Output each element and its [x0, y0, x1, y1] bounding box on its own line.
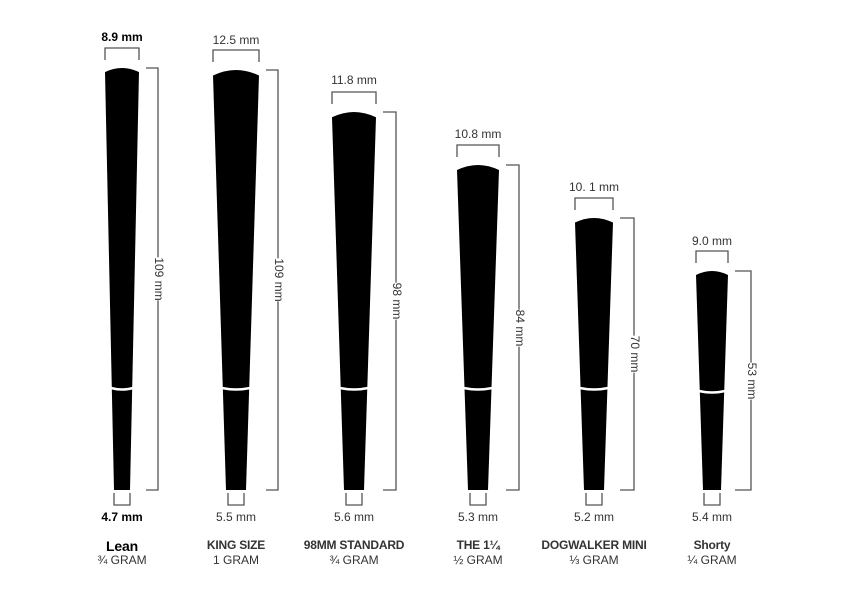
tip-diameter-bracket-2	[345, 493, 363, 506]
tip-diameter-label: 5.4 mm	[691, 510, 733, 524]
length-label: 109 mm	[270, 258, 288, 302]
cone-0	[105, 68, 139, 490]
tip-diameter-label: 5.6 mm	[333, 510, 375, 524]
cone-1	[213, 70, 259, 490]
top-diameter-bracket-5	[695, 250, 729, 263]
tip-diameter-label: 4.7 mm	[101, 510, 143, 524]
length-label: 109 mm	[150, 257, 168, 301]
cone-band-3	[463, 386, 493, 391]
cone-weight: ¾ GRAM	[329, 553, 379, 567]
top-diameter-label: 9.0 mm	[691, 234, 733, 248]
top-diameter-label: 10. 1 mm	[568, 180, 620, 194]
tip-diameter-bracket-0	[113, 493, 131, 506]
tip-diameter-label: 5.5 mm	[215, 510, 257, 524]
tip-diameter-bracket-1	[227, 493, 245, 506]
tip-diameter-bracket-5	[703, 493, 721, 506]
cone-band-5	[698, 389, 726, 394]
cone-weight: ¼ GRAM	[687, 553, 737, 567]
top-diameter-bracket-0	[104, 47, 140, 60]
top-diameter-bracket-3	[456, 144, 500, 157]
cone-5	[696, 271, 728, 490]
tip-diameter-bracket-3	[469, 493, 487, 506]
cone-band-0	[110, 386, 134, 391]
length-label: 98 mm	[388, 282, 406, 320]
cone-2	[332, 112, 376, 490]
cone-weight: 1 GRAM	[212, 553, 260, 567]
cone-name: THE 1¼	[456, 538, 500, 552]
cone-weight: ⅓ GRAM	[569, 553, 619, 567]
tip-diameter-bracket-4	[585, 493, 603, 506]
cone-band-1	[221, 386, 251, 391]
cone-name: 98MM STANDARD	[303, 538, 405, 552]
top-diameter-label: 10.8 mm	[454, 127, 502, 141]
cone-weight: ½ GRAM	[453, 553, 503, 567]
cone-name: KING SIZE	[206, 538, 266, 552]
length-label: 84 mm	[511, 309, 529, 346]
top-diameter-label: 8.9 mm	[101, 30, 143, 44]
length-label: 53 mm	[743, 362, 761, 399]
cone-name: Shorty	[693, 538, 731, 552]
top-diameter-bracket-4	[574, 197, 614, 210]
cone-name: Lean	[106, 538, 138, 554]
cone-band-2	[339, 386, 369, 391]
top-diameter-bracket-1	[212, 49, 260, 62]
top-diameter-label: 11.8 mm	[331, 73, 377, 87]
cone-weight: ¾ GRAM	[97, 553, 147, 567]
tip-diameter-label: 5.2 mm	[573, 510, 615, 524]
length-label: 70 mm	[626, 335, 644, 373]
cone-4	[575, 218, 613, 490]
top-diameter-label: 12.5 mm	[212, 33, 260, 47]
tip-diameter-label: 5.3 mm	[457, 510, 499, 524]
top-diameter-bracket-2	[331, 91, 377, 104]
cone-3	[457, 165, 499, 490]
cone-band-4	[579, 386, 609, 391]
cone-name: DOGWALKER MINI	[541, 538, 647, 552]
